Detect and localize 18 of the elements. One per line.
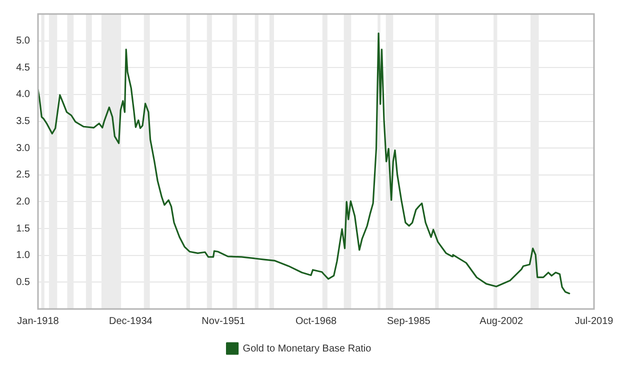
- x-tick-label: Oct-1968: [295, 316, 337, 327]
- y-tick-label: 4.5: [16, 62, 30, 74]
- legend-label: Gold to Monetary Base Ratio: [242, 343, 372, 354]
- y-tick-label: 3.0: [16, 142, 30, 154]
- y-tick-label: 2.5: [16, 170, 30, 181]
- y-tick-label: 4.0: [16, 89, 30, 100]
- x-tick-label: Aug-2002: [480, 316, 524, 327]
- y-tick-label: 1.0: [16, 250, 30, 262]
- y-tick-label: 5.0: [16, 36, 30, 47]
- x-tick-label: Jan-1918: [17, 316, 60, 327]
- x-tick-label: Nov-1951: [202, 316, 246, 327]
- x-tick-label: Jul-2019: [574, 316, 614, 327]
- y-tick-label: 3.5: [16, 116, 30, 128]
- y-tick-label: 1.5: [16, 223, 30, 234]
- x-tick-label: Dec-1934: [108, 316, 153, 327]
- y-tick-label: 2.0: [16, 196, 30, 208]
- x-tick-label: Sep-1985: [386, 316, 431, 327]
- y-tick-label: 0.5: [16, 276, 30, 288]
